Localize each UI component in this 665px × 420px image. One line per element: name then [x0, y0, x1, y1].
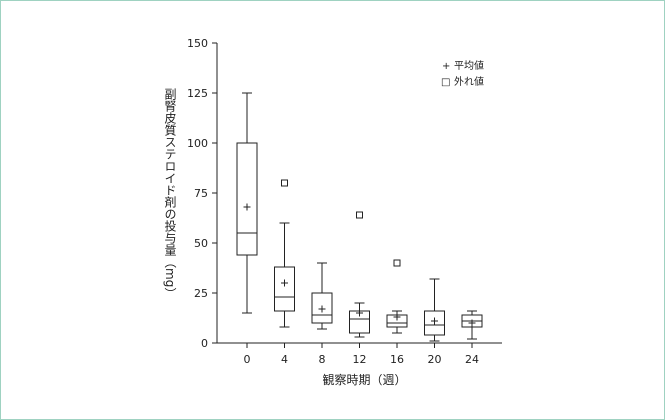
iqr-box	[236, 142, 258, 256]
x-axis-title: 観察時期（週）	[322, 373, 406, 387]
box-week-20	[424, 278, 445, 342]
legend-mean-label: 平均値	[454, 59, 484, 72]
box-week-0	[236, 92, 258, 314]
legend: + 平均値 □ 外れ値	[441, 59, 484, 88]
outlier-marker	[356, 211, 363, 219]
box-week-8	[311, 262, 333, 330]
x-tick-label: 0	[244, 353, 251, 366]
y-axis-title: 副腎皮質ステロイド剤の投与量（mg）	[163, 88, 177, 300]
outlier-marker	[393, 259, 401, 267]
x-tick-label: 12	[353, 353, 367, 366]
legend-mean-symbol: +	[442, 61, 450, 72]
legend-outlier-label: 外れ値	[454, 75, 484, 88]
y-tick-label: 0	[201, 337, 208, 350]
box-week-4	[274, 179, 295, 328]
box-week-12	[349, 211, 370, 338]
box-week-24	[461, 310, 483, 340]
x-tick-label: 4	[281, 353, 288, 366]
box-week-16	[386, 259, 408, 334]
y-tick-label: 75	[194, 187, 208, 200]
y-tick-label: 25	[194, 287, 208, 300]
outlier-marker	[281, 179, 288, 187]
x-tick-label: 20	[428, 353, 442, 366]
y-tick-label: 100	[187, 137, 208, 150]
iqr-box	[274, 266, 295, 312]
x-tick-label: 16	[390, 353, 404, 366]
y-tick-label: 125	[187, 87, 208, 100]
y-tick-label: 50	[194, 237, 208, 250]
box-series	[236, 92, 483, 342]
x-tick-label: 8	[319, 353, 326, 366]
legend-outlier-symbol: □	[441, 77, 450, 88]
x-tick-label: 24	[465, 353, 479, 366]
y-axis: 0 25 50 75 100 125 150	[187, 37, 218, 350]
y-tick-label: 150	[187, 37, 208, 50]
x-axis: 0 4 8 12 16 20 24	[217, 342, 502, 366]
